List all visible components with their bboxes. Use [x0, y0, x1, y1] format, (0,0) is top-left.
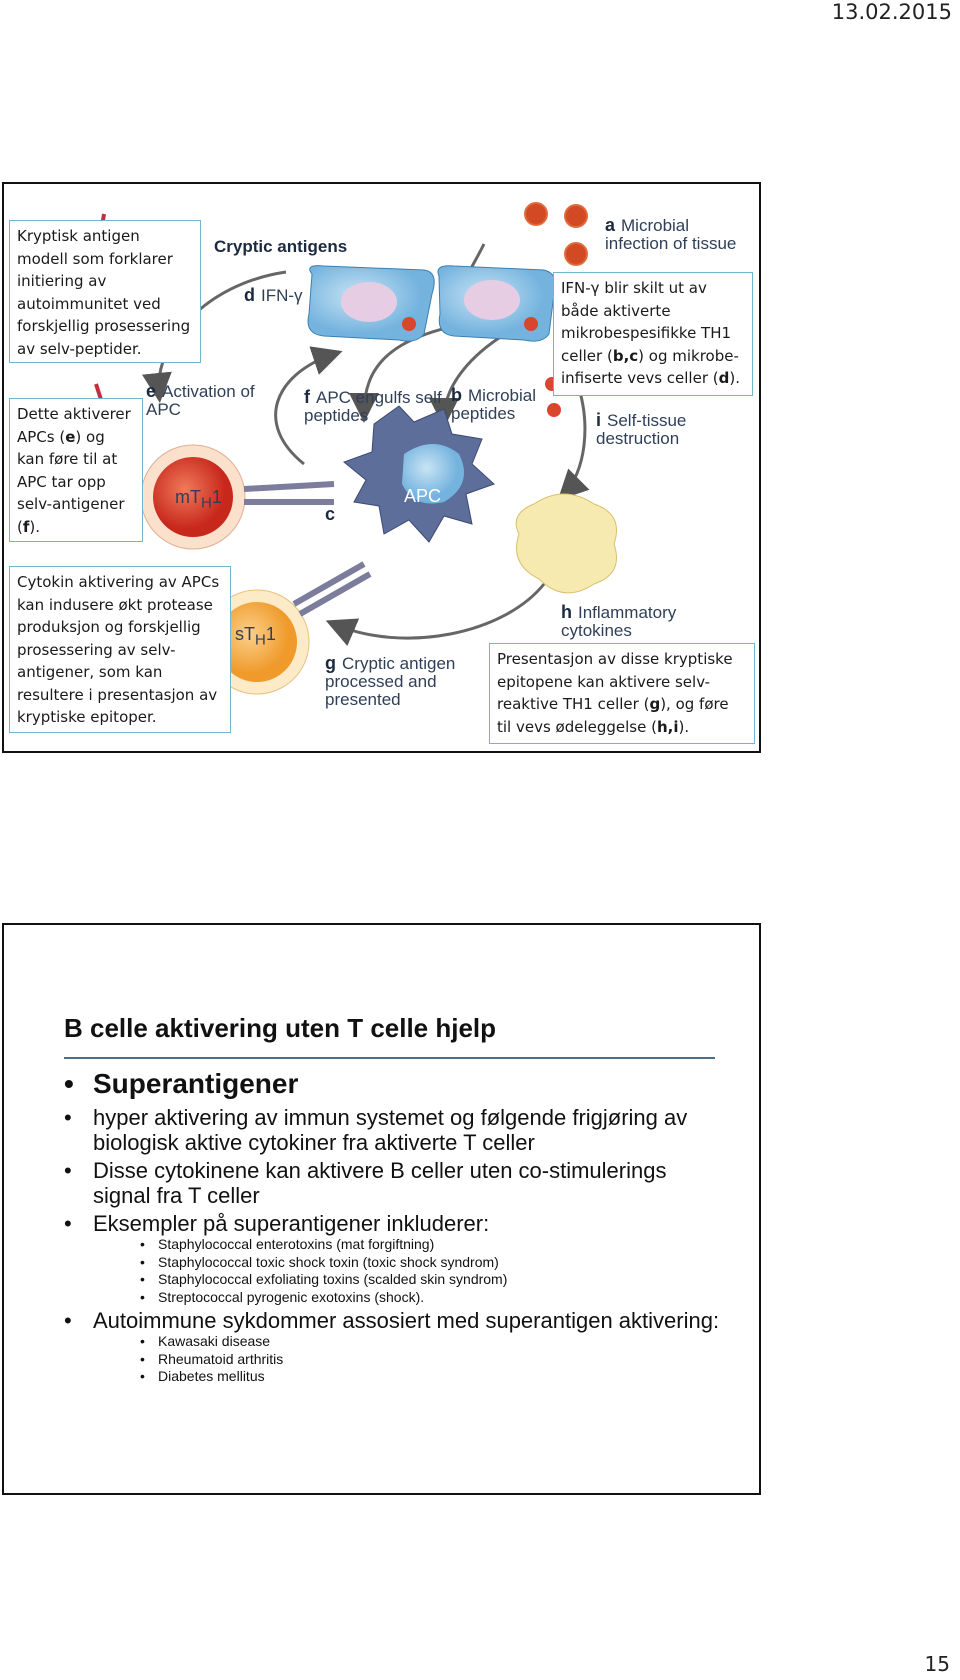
bullet-item: Superantigener	[60, 1066, 720, 1102]
cell-name: mT	[175, 487, 201, 507]
callout: Cytokin aktivering av APCs kan indusere …	[9, 566, 231, 733]
figure-label: e Activation of APC	[146, 382, 256, 419]
label-text: IFN-γ	[261, 286, 303, 305]
callout-text: Dette aktiverer APCs (	[17, 405, 131, 446]
figure-label: g Cryptic antigen processed and presented	[325, 654, 475, 709]
label-text: Microbial infection of tissue	[605, 216, 737, 253]
label-text: Microbial peptides	[451, 386, 537, 423]
bullet-list: Superantigenerhyper aktivering av immun …	[60, 1066, 720, 1386]
label-letter: h	[561, 602, 572, 622]
callout-text: ).	[678, 717, 690, 736]
label-letter: a	[605, 215, 616, 235]
figure-label: b Microbial peptides	[451, 386, 571, 423]
figure-label: a Microbial infection of tissue	[605, 216, 745, 253]
cell-suffix: 1	[265, 624, 276, 644]
title-rule	[64, 1057, 715, 1059]
cell-subscript: H	[201, 494, 212, 512]
figure-label: c	[325, 505, 355, 524]
slide-title: B celle aktivering uten T celle hjelp	[64, 1013, 497, 1043]
bullet-item: Diabetes mellitus	[60, 1368, 720, 1386]
label-letter: f	[304, 387, 310, 407]
label-text: Self-tissue destruction	[596, 411, 687, 448]
cell-suffix: 1	[211, 487, 222, 507]
page-number: 15	[924, 1652, 950, 1676]
bullet-item: Rheumatoid arthritis	[60, 1351, 720, 1369]
bullet-item: Disse cytokinene kan aktivere B celler u…	[60, 1158, 720, 1208]
figure-label: h Inflammatory cytokines	[561, 603, 691, 640]
callout-text: Cytokin aktivering av APCs kan indusere …	[17, 573, 220, 726]
bullet-item: Staphylococcal toxic shock toxin (toxic …	[60, 1254, 720, 1272]
callout-text: Presentasjon av disse kryptiske epitopen…	[497, 650, 733, 713]
bullet-item: Autoimmune sykdommer assosiert med super…	[60, 1308, 720, 1333]
callout-bold: b,c	[612, 346, 639, 365]
label-letter: b	[451, 385, 462, 405]
callout: Presentasjon av disse kryptiske epitopen…	[489, 643, 755, 744]
callout: Kryptisk antigen modell som forklarer in…	[9, 220, 201, 363]
label-text: Activation of APC	[146, 382, 255, 419]
callout-text: IFN-γ blir skilt ut av både aktiverte mi…	[561, 279, 732, 365]
diagram	[94, 202, 617, 695]
label-letter: c	[325, 504, 336, 524]
label-text: APC engulfs self peptides	[304, 388, 442, 425]
callout-text: ) og kan føre til at APC tar opp selv-an…	[17, 427, 125, 536]
figure-title: Cryptic antigens	[214, 237, 348, 256]
label-letter: i	[596, 410, 602, 430]
cell-label: mTH1	[175, 487, 222, 512]
bullet-item: Eksempler på superantigener inkluderer:	[60, 1211, 720, 1236]
figure-label: i Self-tissue destruction	[596, 411, 726, 448]
callout-bold: e	[65, 427, 76, 446]
label-text: Inflammatory cytokines	[561, 603, 677, 640]
cell-subscript: H	[255, 631, 266, 649]
label-letter: e	[146, 381, 157, 401]
bullet-item: hyper aktivering av immun systemet og fø…	[60, 1105, 720, 1155]
callout-text: Kryptisk antigen modell som forklarer in…	[17, 227, 191, 358]
bullet-item: Streptococcal pyrogenic exotoxins (shock…	[60, 1289, 720, 1307]
callout-bold: h,i	[656, 717, 679, 736]
bullet-item: Staphylococcal exfoliating toxins (scald…	[60, 1271, 720, 1289]
callout-bold: g	[649, 695, 661, 713]
callout: IFN-γ blir skilt ut av både aktiverte mi…	[553, 272, 753, 396]
label-text: Cryptic antigen processed and presented	[325, 654, 456, 709]
figure-label: d IFN-γ	[244, 286, 364, 305]
callout: Dette aktiverer APCs (e) og kan føre til…	[9, 398, 143, 542]
bullet-item: Staphylococcal enterotoxins (mat forgift…	[60, 1236, 720, 1254]
cell-name: sT	[235, 624, 255, 644]
callout-text: ).	[29, 517, 41, 536]
callout-text: ) og mikrobe-infiserte vevs celler (	[561, 346, 739, 388]
callout-bold: d	[718, 369, 730, 387]
callout-text: ), og føre til vevs ødeleggelse (	[497, 695, 729, 736]
callout-text: ).	[729, 369, 740, 387]
figure-label: f APC engulfs self peptides	[304, 388, 444, 425]
label-letter: g	[325, 653, 336, 673]
cell-label: sTH1	[235, 624, 276, 649]
slide	[2, 923, 761, 1495]
cell-label: APC	[404, 486, 441, 507]
label-letter: d	[244, 285, 255, 305]
callout-bold: f	[22, 517, 30, 536]
bullet-item: Kawasaki disease	[60, 1333, 720, 1351]
date: 13.02.2015	[831, 0, 952, 24]
cell-name: APC	[404, 486, 442, 506]
